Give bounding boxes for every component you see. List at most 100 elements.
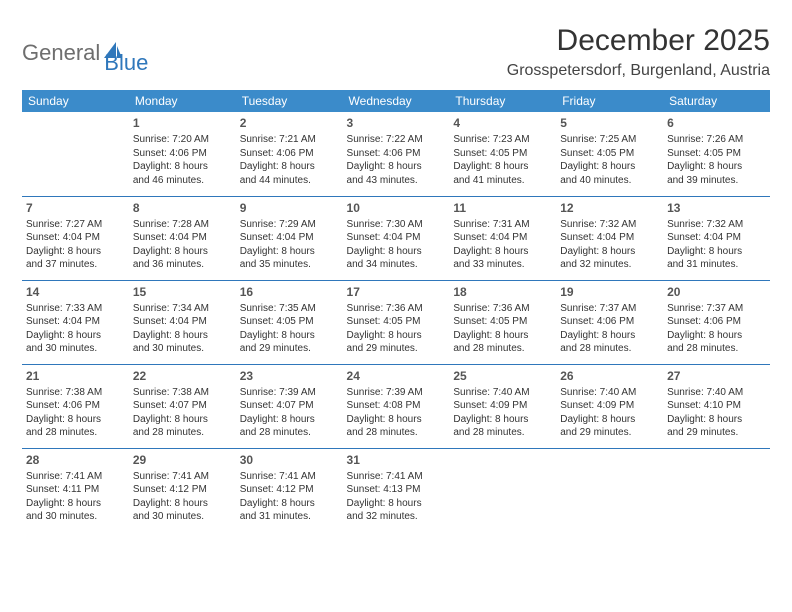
daylight-text: Daylight: 8 hours	[560, 245, 659, 259]
day-number: 20	[667, 284, 766, 300]
sunrise-text: Sunrise: 7:28 AM	[133, 218, 232, 232]
daylight-text: and 40 minutes.	[560, 174, 659, 188]
day-number: 15	[133, 284, 232, 300]
day-number: 8	[133, 200, 232, 216]
calendar-day-cell: 25Sunrise: 7:40 AMSunset: 4:09 PMDayligh…	[449, 364, 556, 448]
sunrise-text: Sunrise: 7:34 AM	[133, 302, 232, 316]
calendar-day-cell: 10Sunrise: 7:30 AMSunset: 4:04 PMDayligh…	[343, 196, 450, 280]
calendar-day-cell: 5Sunrise: 7:25 AMSunset: 4:05 PMDaylight…	[556, 112, 663, 196]
sunrise-text: Sunrise: 7:40 AM	[560, 386, 659, 400]
daylight-text: and 28 minutes.	[347, 426, 446, 440]
day-number: 4	[453, 115, 552, 131]
calendar-week-row: 14Sunrise: 7:33 AMSunset: 4:04 PMDayligh…	[22, 280, 770, 364]
sunset-text: Sunset: 4:04 PM	[347, 231, 446, 245]
daylight-text: Daylight: 8 hours	[133, 413, 232, 427]
calendar-day-cell: 21Sunrise: 7:38 AMSunset: 4:06 PMDayligh…	[22, 364, 129, 448]
sunrise-text: Sunrise: 7:39 AM	[347, 386, 446, 400]
daylight-text: Daylight: 8 hours	[26, 497, 125, 511]
day-number: 13	[667, 200, 766, 216]
daylight-text: Daylight: 8 hours	[667, 160, 766, 174]
daylight-text: Daylight: 8 hours	[667, 413, 766, 427]
daylight-text: and 28 minutes.	[26, 426, 125, 440]
calendar-day-cell: 27Sunrise: 7:40 AMSunset: 4:10 PMDayligh…	[663, 364, 770, 448]
calendar-day-cell: 13Sunrise: 7:32 AMSunset: 4:04 PMDayligh…	[663, 196, 770, 280]
sunset-text: Sunset: 4:06 PM	[347, 147, 446, 161]
sunset-text: Sunset: 4:05 PM	[453, 147, 552, 161]
sunset-text: Sunset: 4:05 PM	[453, 315, 552, 329]
sunset-text: Sunset: 4:05 PM	[667, 147, 766, 161]
daylight-text: and 29 minutes.	[667, 426, 766, 440]
sunset-text: Sunset: 4:06 PM	[560, 315, 659, 329]
day-number: 31	[347, 452, 446, 468]
daylight-text: Daylight: 8 hours	[347, 245, 446, 259]
sunset-text: Sunset: 4:06 PM	[240, 147, 339, 161]
daylight-text: and 29 minutes.	[560, 426, 659, 440]
daylight-text: and 30 minutes.	[133, 510, 232, 524]
sunrise-text: Sunrise: 7:30 AM	[347, 218, 446, 232]
sunrise-text: Sunrise: 7:29 AM	[240, 218, 339, 232]
calendar-day-cell: 9Sunrise: 7:29 AMSunset: 4:04 PMDaylight…	[236, 196, 343, 280]
day-number: 1	[133, 115, 232, 131]
weekday-header: Friday	[556, 90, 663, 112]
weekday-header: Monday	[129, 90, 236, 112]
sunrise-text: Sunrise: 7:25 AM	[560, 133, 659, 147]
daylight-text: and 28 minutes.	[667, 342, 766, 356]
calendar-day-cell: 22Sunrise: 7:38 AMSunset: 4:07 PMDayligh…	[129, 364, 236, 448]
calendar-week-row: 28Sunrise: 7:41 AMSunset: 4:11 PMDayligh…	[22, 448, 770, 532]
daylight-text: Daylight: 8 hours	[347, 497, 446, 511]
day-number: 3	[347, 115, 446, 131]
sunset-text: Sunset: 4:04 PM	[26, 231, 125, 245]
daylight-text: and 28 minutes.	[240, 426, 339, 440]
sunset-text: Sunset: 4:04 PM	[240, 231, 339, 245]
sunset-text: Sunset: 4:04 PM	[560, 231, 659, 245]
daylight-text: Daylight: 8 hours	[667, 245, 766, 259]
daylight-text: Daylight: 8 hours	[240, 245, 339, 259]
day-number: 7	[26, 200, 125, 216]
calendar-day-cell: 28Sunrise: 7:41 AMSunset: 4:11 PMDayligh…	[22, 448, 129, 532]
calendar-table: Sunday Monday Tuesday Wednesday Thursday…	[22, 90, 770, 532]
calendar-day-cell: 4Sunrise: 7:23 AMSunset: 4:05 PMDaylight…	[449, 112, 556, 196]
calendar-day-cell: 12Sunrise: 7:32 AMSunset: 4:04 PMDayligh…	[556, 196, 663, 280]
calendar-day-cell: 24 Sunrise: 7:39 AMSunset: 4:08 PMDayligh…	[343, 364, 450, 448]
sunrise-text: Sunrise: 7:40 AM	[667, 386, 766, 400]
day-number: 6	[667, 115, 766, 131]
sunrise-text: Sunrise: 7:26 AM	[667, 133, 766, 147]
day-number: 24	[347, 368, 446, 384]
calendar-day-cell: 6 Sunrise: 7:26 AMSunset: 4:05 PMDaylight…	[663, 112, 770, 196]
calendar-day-cell: 23Sunrise: 7:39 AMSunset: 4:07 PMDayligh…	[236, 364, 343, 448]
sunset-text: Sunset: 4:12 PM	[133, 483, 232, 497]
sunset-text: Sunset: 4:04 PM	[26, 315, 125, 329]
daylight-text: Daylight: 8 hours	[26, 413, 125, 427]
sunset-text: Sunset: 4:04 PM	[453, 231, 552, 245]
brand-logo: General Blue	[22, 24, 148, 76]
day-number: 30	[240, 452, 339, 468]
calendar-day-cell	[663, 448, 770, 532]
daylight-text: and 28 minutes.	[560, 342, 659, 356]
sunrise-text: Sunrise: 7:37 AM	[667, 302, 766, 316]
day-number: 25	[453, 368, 552, 384]
calendar-day-cell: 26Sunrise: 7:40 AMSunset: 4:09 PMDayligh…	[556, 364, 663, 448]
daylight-text: Daylight: 8 hours	[453, 413, 552, 427]
day-number: 19	[560, 284, 659, 300]
sunrise-text: Sunrise: 7:31 AM	[453, 218, 552, 232]
sunset-text: Sunset: 4:06 PM	[133, 147, 232, 161]
daylight-text: and 31 minutes.	[240, 510, 339, 524]
daylight-text: and 39 minutes.	[667, 174, 766, 188]
calendar-day-cell: 2Sunrise: 7:21 AMSunset: 4:06 PMDaylight…	[236, 112, 343, 196]
calendar-week-row: 7Sunrise: 7:27 AMSunset: 4:04 PMDaylight…	[22, 196, 770, 280]
day-number: 11	[453, 200, 552, 216]
daylight-text: and 28 minutes.	[453, 426, 552, 440]
day-number: 22	[133, 368, 232, 384]
calendar-day-cell	[556, 448, 663, 532]
sunrise-text: Sunrise: 7:40 AM	[453, 386, 552, 400]
sunrise-text: Sunrise: 7:20 AM	[133, 133, 232, 147]
sunset-text: Sunset: 4:08 PM	[347, 399, 446, 413]
daylight-text: Daylight: 8 hours	[667, 329, 766, 343]
sunset-text: Sunset: 4:05 PM	[347, 315, 446, 329]
day-number: 27	[667, 368, 766, 384]
sunset-text: Sunset: 4:06 PM	[26, 399, 125, 413]
sunset-text: Sunset: 4:07 PM	[133, 399, 232, 413]
sunrise-text: Sunrise: 7:38 AM	[26, 386, 125, 400]
daylight-text: Daylight: 8 hours	[347, 413, 446, 427]
daylight-text: and 31 minutes.	[667, 258, 766, 272]
